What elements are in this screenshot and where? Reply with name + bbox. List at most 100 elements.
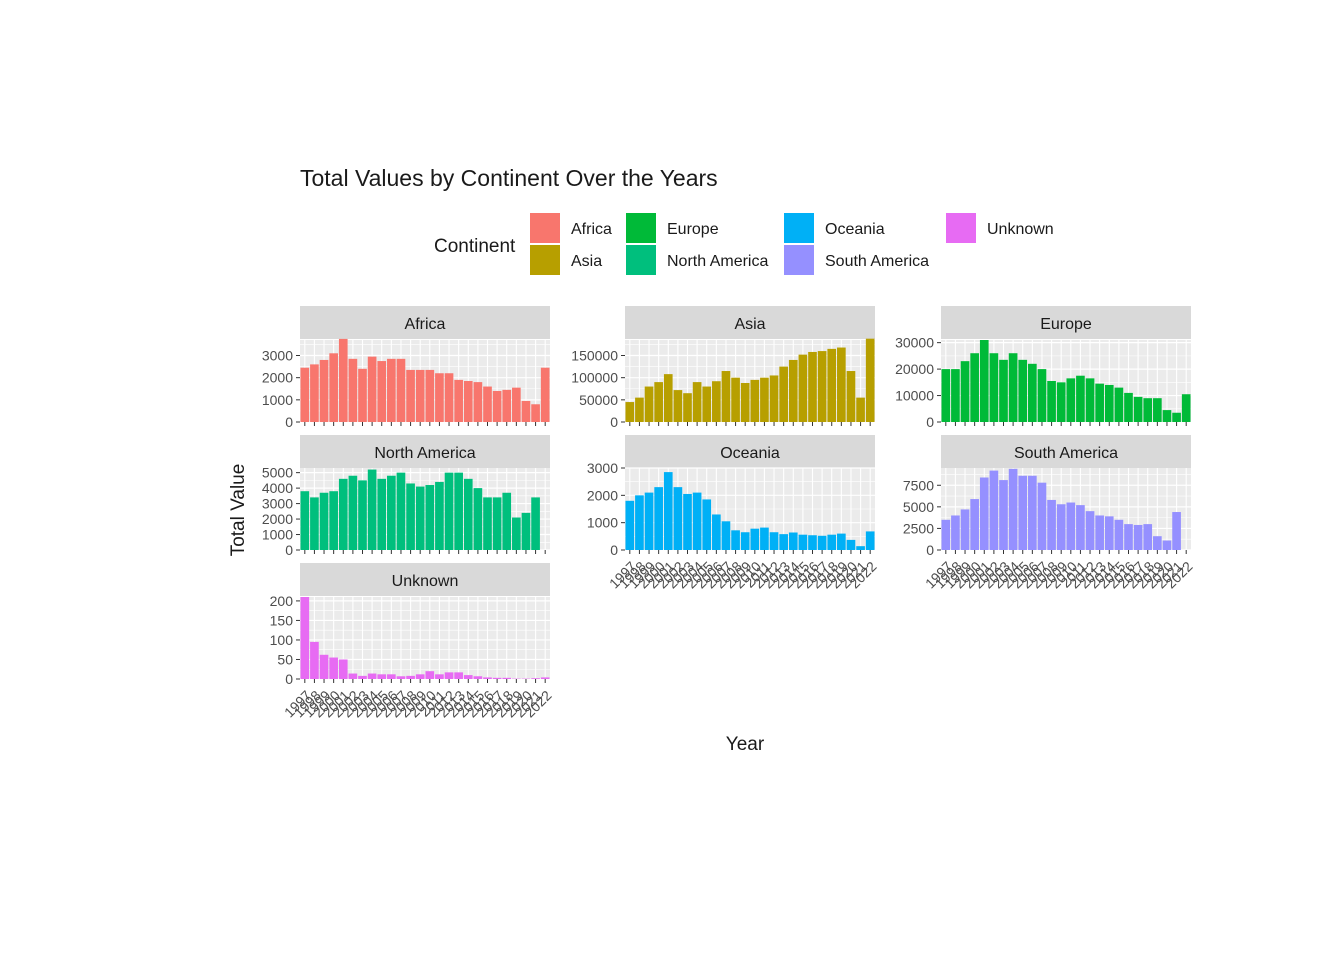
bar-north-america-2012	[444, 472, 454, 550]
x-axis-europe	[945, 422, 1187, 426]
bar-unknown-2002	[348, 673, 358, 679]
y-tick-label: 4000	[262, 480, 293, 496]
legend-item-africa: Africa	[530, 213, 612, 243]
bar-south-america-2005	[1018, 475, 1028, 550]
y-tick-label: 100	[270, 632, 294, 648]
bar-oceania-2004	[692, 492, 702, 550]
bar-oceania-2010	[750, 528, 760, 550]
y-axis-asia: 0 50000 100000 150000	[571, 348, 625, 430]
bar-unknown-2011	[435, 674, 444, 679]
bar-europe-2022	[1181, 394, 1191, 422]
legend-key-unknown	[946, 213, 976, 243]
bar-north-america-2000	[329, 491, 338, 550]
bar-asia-2000	[654, 382, 663, 422]
strip-south-america	[941, 435, 1191, 468]
bar-africa-1999	[319, 359, 329, 422]
y-tick-label: 7500	[903, 477, 934, 493]
bar-north-america-1997	[300, 491, 310, 550]
y-tick-label: 1000	[262, 527, 293, 543]
bar-africa-2021	[531, 404, 540, 422]
chart-title: Total Values by Continent Over the Years	[300, 165, 718, 191]
bar-europe-2007	[1037, 369, 1047, 422]
bar-unknown-2015	[473, 676, 483, 679]
legend-label-unknown: Unknown	[987, 221, 1054, 238]
bar-africa-2002	[348, 358, 358, 422]
strip-label-europe: Europe	[1040, 316, 1092, 333]
legend-item-south-america: South America	[784, 245, 929, 275]
strip-north-america	[300, 435, 550, 468]
bar-europe-2004	[1008, 353, 1018, 422]
bar-north-america-2010	[425, 485, 435, 550]
bar-oceania-2022	[865, 531, 875, 550]
bar-africa-2003	[358, 368, 367, 422]
bar-europe-2013	[1095, 383, 1104, 422]
strip-label-north-america: North America	[374, 445, 475, 462]
bar-asia-2021	[856, 397, 865, 422]
x-axis-unknown: 1997199819992000200120022003200420052006…	[281, 679, 555, 721]
bar-asia-2006	[712, 381, 721, 422]
y-tick-label: 30000	[895, 335, 934, 351]
y-tick-label: 50	[277, 651, 293, 667]
bars-asia	[625, 338, 875, 422]
bar-south-america-2007	[1037, 482, 1047, 550]
bar-asia-2017	[817, 351, 827, 422]
panel-asia: Asia 0 50000 100000 150000	[571, 306, 875, 430]
y-tick-label: 0	[285, 542, 293, 558]
bar-oceania-2020	[846, 539, 856, 550]
bar-unknown-2016	[483, 677, 492, 679]
bar-europe-2018	[1143, 398, 1153, 422]
y-tick-label: 150	[270, 612, 294, 628]
bar-africa-2012	[444, 373, 454, 422]
bar-north-america-2018	[502, 492, 512, 550]
legend: Africa Asia Europe North America Oceania Sout…	[530, 213, 1054, 275]
bar-oceania-2007	[721, 521, 731, 550]
bar-europe-2017	[1133, 396, 1143, 422]
bar-oceania-2015	[798, 534, 808, 550]
y-tick-label: 2000	[587, 487, 618, 503]
bar-africa-2008	[406, 369, 415, 422]
bar-asia-2016	[808, 351, 817, 422]
bars-unknown	[300, 597, 550, 679]
bar-europe-2011	[1076, 375, 1085, 422]
bar-europe-2016	[1124, 392, 1133, 422]
x-axis-africa	[304, 422, 546, 426]
bar-oceania-2006	[712, 514, 721, 550]
bar-south-america-2012	[1085, 511, 1095, 550]
y-tick-label: 0	[285, 671, 293, 687]
y-tick-label: 1000	[262, 392, 293, 408]
bar-oceania-1997	[625, 500, 635, 550]
panel-unknown: Unknown 0 50 100 150 200 199719981999200020012…	[270, 563, 555, 721]
legend-item-oceania: Oceania	[784, 213, 885, 243]
bar-asia-2001	[663, 374, 673, 422]
legend-key-oceania	[784, 213, 814, 243]
y-tick-label: 3000	[262, 496, 293, 512]
bar-asia-2015	[798, 354, 808, 422]
bar-unknown-2017	[492, 677, 502, 679]
bar-north-america-2002	[348, 475, 358, 550]
y-tick-label: 0	[926, 542, 934, 558]
legend-key-asia	[530, 245, 560, 275]
y-tick-label: 100000	[571, 370, 618, 386]
panel-south-america: South America 0 2500 5000 7500 19971998199920…	[903, 435, 1196, 592]
bar-south-america-2018	[1143, 524, 1153, 550]
bar-south-america-2001	[979, 477, 989, 550]
strip-label-south-america: South America	[1014, 445, 1118, 462]
bar-oceania-2003	[683, 493, 692, 550]
bar-oceania-2018	[827, 534, 837, 550]
bar-asia-2010	[750, 379, 760, 422]
bar-south-america-2017	[1133, 524, 1143, 550]
bar-unknown-1997	[300, 597, 310, 679]
bar-africa-2004	[367, 356, 377, 422]
bar-north-america-2009	[415, 486, 425, 550]
facet-panels: Africa0100020003000Asia05000010000015000…	[262, 306, 1196, 721]
y-tick-label: 200	[270, 593, 294, 609]
bar-oceania-2005	[702, 499, 712, 550]
y-tick-label: 50000	[579, 392, 618, 408]
y-tick-label: 0	[285, 414, 293, 430]
y-tick-label: 10000	[895, 388, 934, 404]
bar-south-america-2003	[999, 480, 1008, 550]
bar-oceania-2017	[817, 535, 827, 550]
bar-africa-2013	[454, 379, 463, 422]
bar-south-america-2015	[1114, 519, 1124, 550]
strip-label-asia: Asia	[734, 316, 765, 333]
